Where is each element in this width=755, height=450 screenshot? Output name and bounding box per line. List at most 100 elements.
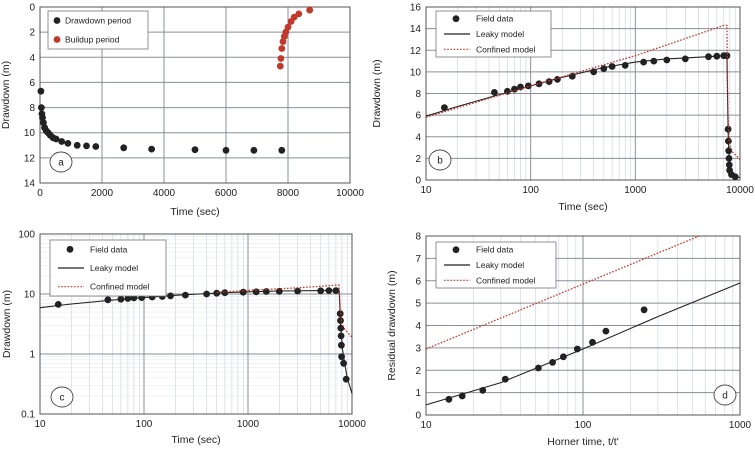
data-point [295,10,303,18]
legend-swatch [53,36,61,43]
panel-label: c [60,393,65,404]
chart-panel-d: 10 100 1000 0 1 2 3 4 5 6 7 8 Horner time, t/t' Resid… [386,232,752,449]
data-point [38,104,45,111]
y-tick-label: 1 [29,350,35,361]
legend-label: Drawdown period [65,16,131,26]
data-point [58,138,66,145]
legend-label: Leaky model [476,29,524,39]
legend-swatch [66,245,74,253]
x-tick-label: 10000 [338,419,366,430]
data-point [54,301,62,308]
data-point [83,142,90,150]
y-axis-label: Residual drawdown (m) [386,270,398,380]
data-point [640,58,647,66]
data-point [39,114,46,121]
legend-label: Field data [90,244,128,254]
x-tick-label: 4000 [153,188,176,199]
data-point [276,62,284,70]
data-point [640,306,648,314]
x-tick-label: 1000 [729,420,752,431]
plot-frame [425,6,741,181]
y-tick-label: 12 [410,46,422,57]
x-tick-label: 10000 [336,188,364,199]
y-tick-label: 0 [415,176,421,187]
data-point [52,135,60,143]
chart-panel-a: 0 2000 4000 6000 8000 10000 0 2 4 6 8 10 12 14 Time (s… [0,3,364,219]
y-tick-label: 0.1 [21,410,35,421]
data-point [64,140,72,147]
y-tick-label: 2 [415,154,421,165]
x-axis-label: Horner time, t/t' [547,436,618,448]
data-point [92,143,100,150]
y-tick-label: 10 [24,290,36,301]
y-tick-label: 100 [18,230,35,241]
y-axis-label: Drawdown (m) [371,59,383,127]
x-tick-label: 1000 [237,419,260,430]
panel-label-circle [49,151,73,173]
y-tick-label: 16 [410,3,422,14]
series-line-confined-model [425,24,741,160]
data-point [148,145,156,153]
y-tick-label: 2 [415,366,421,377]
legend-swatch [452,246,460,254]
chart-panel-b: 10 100 1000 10000 0 2 4 6 8 10 12 14 16 Time (sec) Dra… [371,3,754,214]
data-point [501,375,509,383]
y-tick-label: 2 [29,28,35,39]
y-tick-label: 0 [415,411,421,422]
y-tick-label: 14 [410,24,422,35]
y-tick-label: 1 [415,388,421,399]
legend-label: Field data [476,14,514,24]
data-point [191,146,199,154]
panel-label: b [437,156,443,167]
data-point [284,23,292,31]
panel-label-circle [428,149,452,171]
data-point [222,146,230,154]
x-tick-label: 2000 [91,188,114,199]
series-line-leaky-model [425,55,741,179]
y-tick-label: 3 [415,343,421,354]
data-point [725,161,733,169]
data-point [731,173,739,181]
x-axis-label: Time (sec) [558,201,607,213]
data-point [104,296,112,304]
data-point [340,359,347,367]
panel-label: d [722,391,728,402]
x-tick-label: 10000 [726,185,754,196]
x-tick-label: 100 [522,185,539,196]
legend-label: Buildup period [65,35,120,45]
legend-label: Confined model [90,282,150,292]
y-axis-label: Drawdown (m) [0,61,12,129]
data-point [602,327,610,335]
y-tick-label: 6 [415,276,421,287]
x-tick-label: 100 [136,419,153,430]
x-tick-label: 1000 [624,185,647,196]
y-tick-label: 14 [24,179,36,190]
y-tick-label: 8 [29,103,35,114]
plot-frame [39,6,351,184]
y-tick-label: 5 [415,299,421,310]
legend-label: Confined model [476,44,536,54]
y-tick-label: 10 [410,67,422,78]
chart-panel-c: 10 100 1000 10000 0.1 1 10 100 Time (sec) Drawdow… [1,230,366,447]
y-tick-label: 8 [415,89,421,100]
y-tick-label: 6 [29,78,35,89]
data-point [278,146,286,154]
data-point [37,87,45,95]
plot-frame [39,233,353,415]
y-tick-label: 12 [24,153,36,164]
x-tick-label: 6000 [215,188,238,199]
y-tick-label: 8 [415,232,421,243]
data-point [250,146,258,154]
data-point [650,57,658,65]
data-point [306,6,314,14]
x-tick-label: 10 [420,185,432,196]
data-point [277,55,285,62]
panel-label: a [58,158,64,169]
legend-swatch [53,17,61,24]
legend-label: Field data [476,245,514,255]
data-point [681,55,689,63]
x-tick-label: 10 [420,420,432,431]
x-tick-label: 8000 [277,188,300,199]
y-tick-label: 4 [415,132,421,143]
